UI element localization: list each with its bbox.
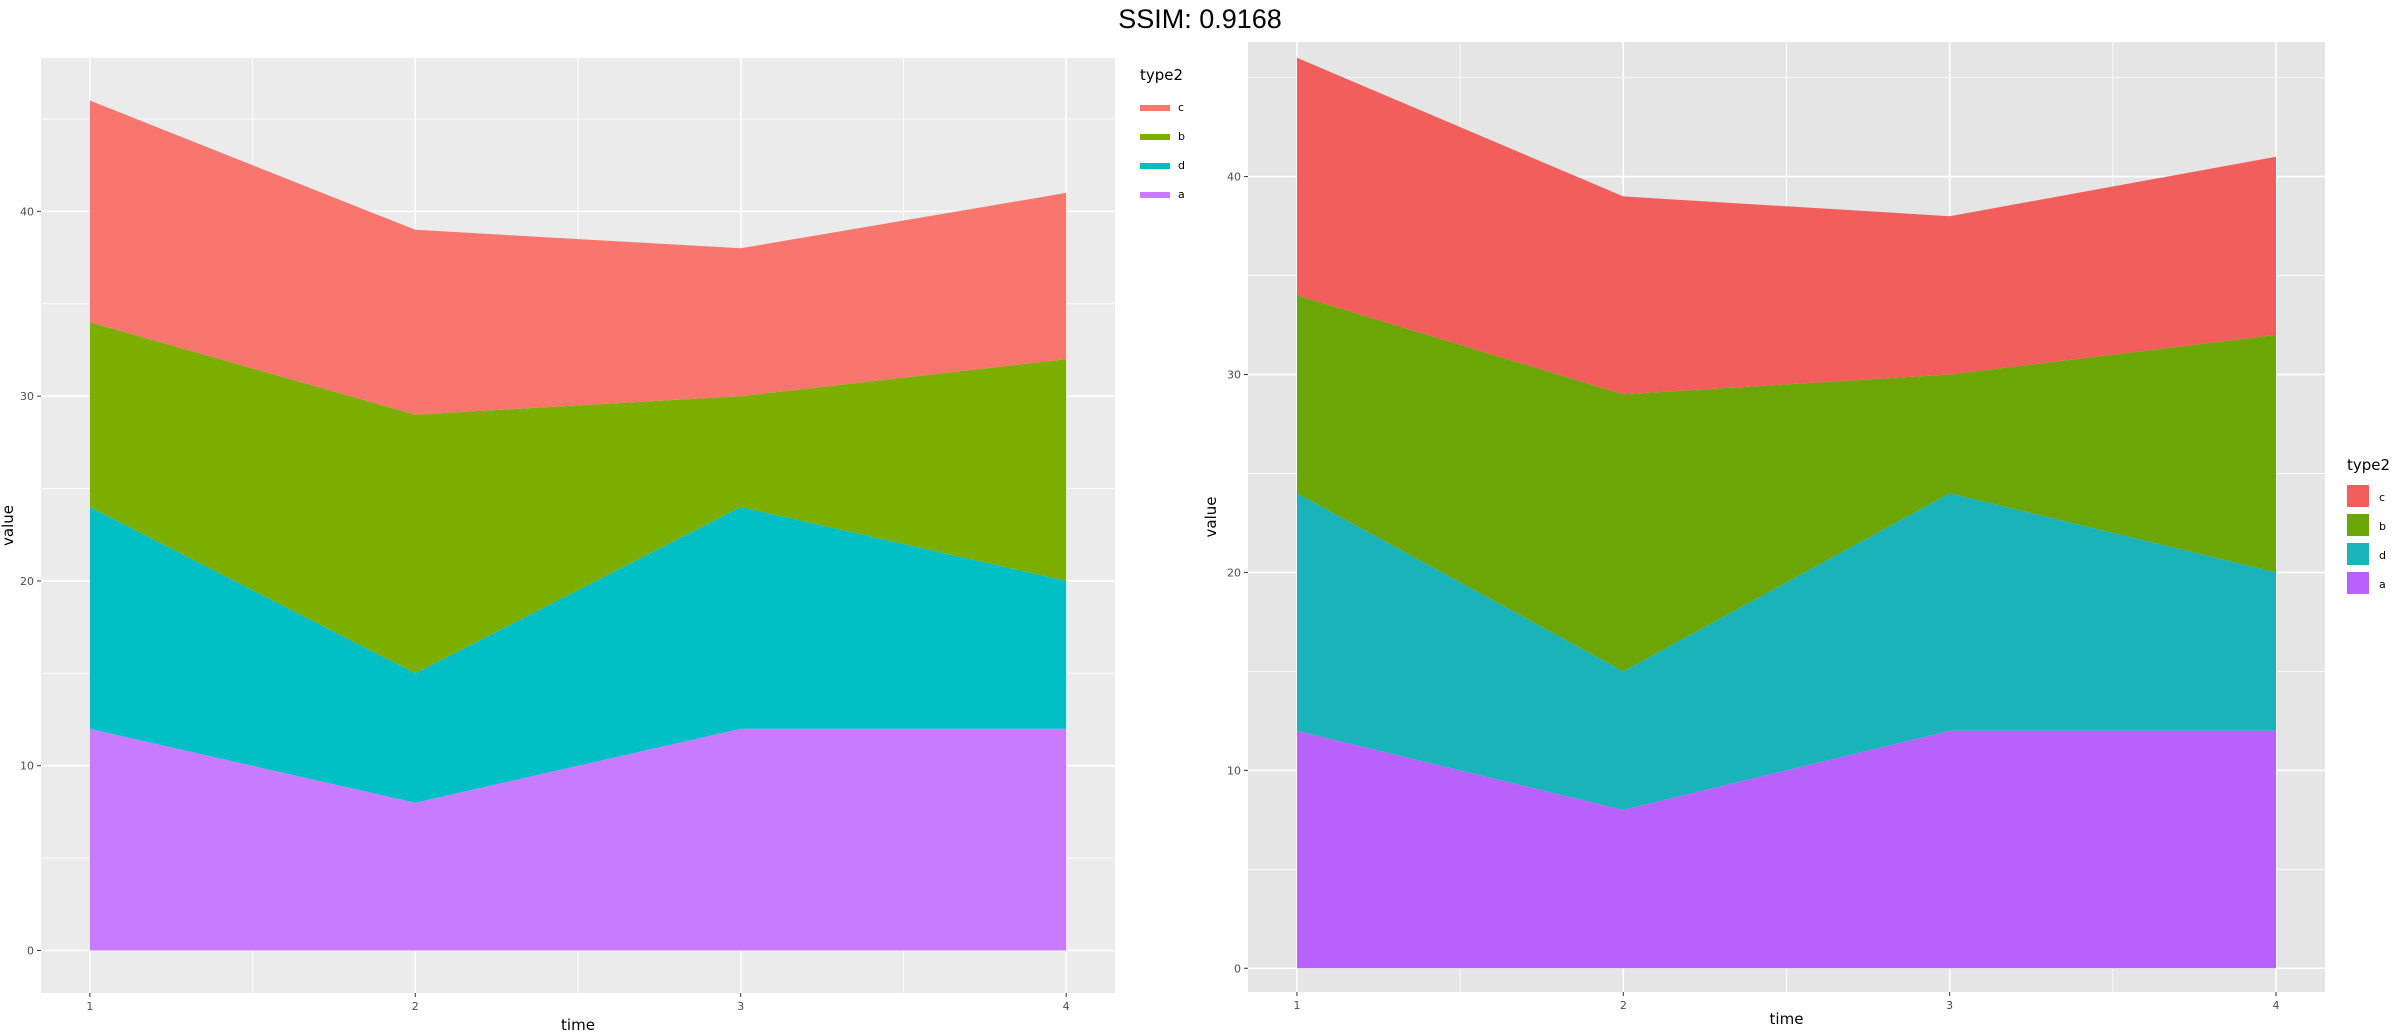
- legend-item-a: a: [2347, 572, 2386, 594]
- legend-key: [1140, 105, 1170, 111]
- legend: type2 c b d a: [2347, 456, 2390, 594]
- x-tick-label: 4: [2273, 999, 2280, 1012]
- legend-key: [1140, 163, 1170, 169]
- legend-label: c: [1178, 101, 1184, 114]
- x-tick-label: 1: [1293, 999, 1300, 1012]
- legend-item-a: a: [1140, 188, 1185, 201]
- x-axis-title: time: [1770, 1010, 1804, 1028]
- legend-item-d: d: [2347, 543, 2386, 565]
- x-tick-label: 2: [412, 1000, 419, 1013]
- area-series-a: [1297, 730, 2276, 969]
- chart-2: 0 10 20 30 40 1 2 3 4 time value type2 c b d a: [1202, 42, 2390, 1028]
- legend-label: d: [2379, 549, 2386, 562]
- y-tick-label: 10: [20, 760, 34, 773]
- legend-label: a: [2379, 578, 2386, 591]
- y-tick-label: 20: [20, 575, 34, 588]
- legend-title: type2: [1140, 66, 1183, 84]
- y-tick-label: 0: [1234, 962, 1241, 975]
- x-tick-label: 4: [1063, 1000, 1070, 1013]
- y-tick-label: 30: [20, 390, 34, 403]
- chart-1: 0 10 20 30 40 1 2 3 4 time value type2 c b d a: [0, 58, 1185, 1034]
- page-title: SSIM: 0.9168: [1118, 4, 1282, 34]
- legend-key: [2347, 485, 2369, 507]
- x-tick-label: 2: [1620, 999, 1627, 1012]
- y-tick-label: 20: [1227, 566, 1241, 579]
- legend-label: a: [1178, 188, 1185, 201]
- legend-item-d: d: [1140, 159, 1185, 172]
- legend-item-c: c: [2347, 485, 2385, 507]
- x-tick-label: 1: [86, 1000, 93, 1013]
- y-tick-label: 40: [20, 205, 34, 218]
- x-tick-label: 3: [737, 1000, 744, 1013]
- legend-item-b: b: [2347, 514, 2386, 536]
- x-axis-title: time: [561, 1016, 595, 1034]
- area-series-c: [1297, 57, 2276, 395]
- y-tick-label: 10: [1227, 764, 1241, 777]
- y-axis-title: value: [0, 505, 17, 546]
- area-series-b: [1297, 295, 2276, 672]
- y-axis-title: value: [1202, 497, 1220, 538]
- area-series-d: [1297, 493, 2276, 810]
- legend-key: [2347, 514, 2369, 536]
- legend-item-b: b: [1140, 130, 1185, 143]
- legend-key: [1140, 192, 1170, 198]
- legend-label: b: [1178, 130, 1185, 143]
- legend-key: [1140, 134, 1170, 140]
- legend-label: c: [2379, 491, 2385, 504]
- legend-key: [2347, 543, 2369, 565]
- legend-label: b: [2379, 520, 2386, 533]
- legend: type2 c b d a: [1140, 66, 1185, 201]
- area-series-b: [89, 322, 1067, 674]
- area-series-d: [89, 507, 1067, 803]
- x-tick-label: 3: [1946, 999, 1953, 1012]
- legend-label: d: [1178, 159, 1185, 172]
- y-tick-label: 0: [27, 945, 34, 958]
- legend-item-c: c: [1140, 101, 1184, 114]
- legend-key: [2347, 572, 2369, 594]
- y-tick-label: 30: [1227, 369, 1241, 382]
- y-tick-label: 40: [1227, 171, 1241, 184]
- legend-title: type2: [2347, 456, 2390, 474]
- area-series-c: [89, 100, 1067, 415]
- area-series-a: [89, 728, 1067, 951]
